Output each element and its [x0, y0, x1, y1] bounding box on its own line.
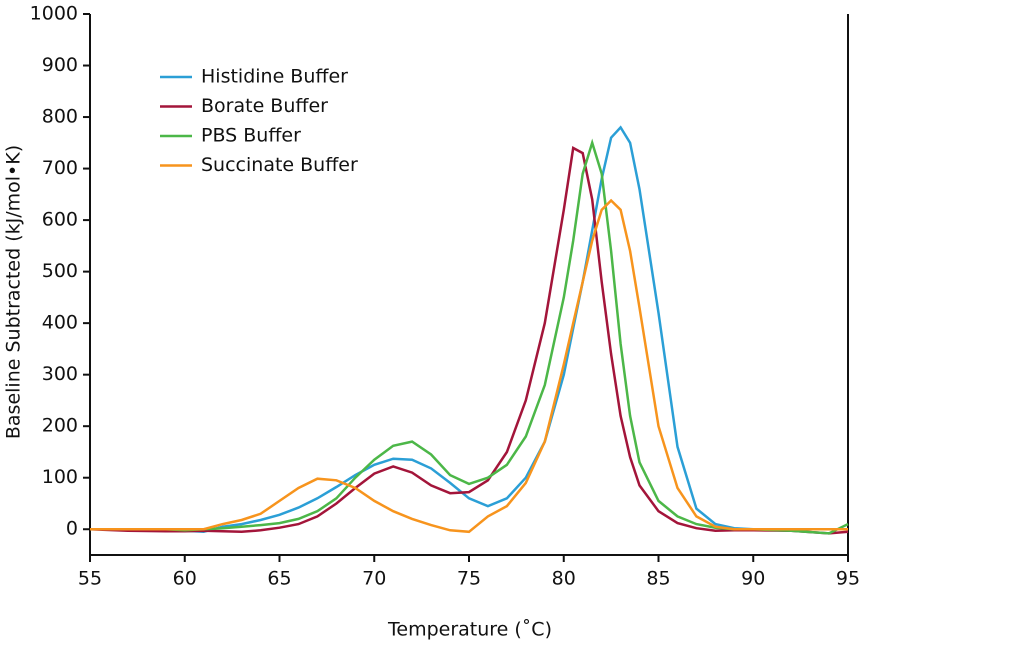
- x-tick-label: 65: [267, 568, 291, 590]
- y-tick-label: 800: [42, 106, 78, 128]
- series-line: [90, 198, 848, 534]
- x-tick-label: 60: [173, 568, 197, 590]
- legend-label: Borate Buffer: [201, 95, 328, 117]
- x-tick-label: 90: [741, 568, 765, 590]
- x-tick-label: 55: [78, 568, 102, 590]
- y-tick-label: 0: [66, 518, 78, 540]
- x-tick-label: 70: [362, 568, 386, 590]
- y-axis-label: Baseline Subtracted (kJ/mol•K): [3, 145, 25, 439]
- x-axis-label: Temperature (˚C): [387, 619, 552, 641]
- y-tick-label: 400: [42, 312, 78, 334]
- legend-label: Histidine Buffer: [201, 66, 348, 88]
- legend-label: Succinate Buffer: [201, 154, 358, 176]
- series-line: [90, 138, 849, 535]
- x-tick-label: 85: [646, 568, 670, 590]
- y-tick-label: 1000: [30, 3, 78, 25]
- y-tick-label: 200: [42, 415, 78, 437]
- y-tick-label: 100: [42, 466, 78, 488]
- x-tick-label: 75: [457, 568, 481, 590]
- x-tick-label: 95: [836, 568, 860, 590]
- y-tick-label: 700: [42, 157, 78, 179]
- y-tick-label: 600: [42, 209, 78, 231]
- series-line: [90, 125, 848, 534]
- series-line: [89, 146, 849, 535]
- y-tick-label: 300: [42, 363, 78, 385]
- y-tick-label: 500: [42, 260, 78, 282]
- x-tick-label: 80: [552, 568, 576, 590]
- legend-label: PBS Buffer: [201, 125, 301, 147]
- y-tick-label: 900: [42, 54, 78, 76]
